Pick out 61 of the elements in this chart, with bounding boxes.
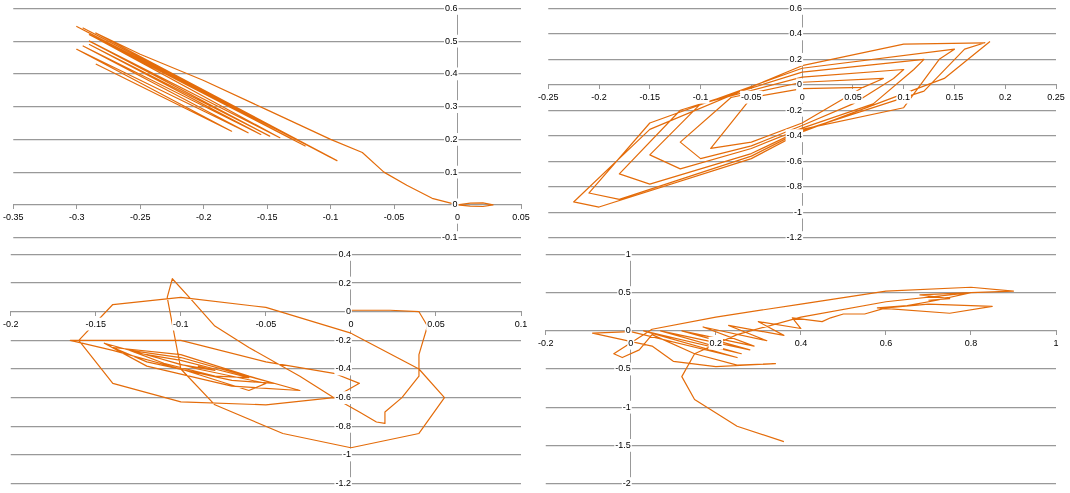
x-tick-label: -0.1 [173, 318, 189, 329]
y-tick-label: -0.4 [786, 130, 803, 141]
y-tick-label: -1 [342, 449, 351, 460]
x-tick-label: 0.25 [1047, 91, 1065, 102]
x-tick-label: -0.2 [195, 211, 212, 222]
y-tick-label: 1 [625, 248, 631, 259]
y-tick-label: -0.2 [786, 104, 803, 115]
x-tick-label: 0.05 [844, 91, 862, 102]
x-tick-label: -0.05 [255, 318, 277, 329]
x-tick-label: -0.15 [85, 318, 107, 329]
y-tick-label: -0.8 [335, 420, 351, 431]
y-tick-label: 0.1 [445, 166, 458, 177]
x-tick-label: 0.05 [512, 211, 530, 222]
x-tick-label: -0.05 [383, 211, 405, 222]
x-tick-label: -0.2 [591, 91, 607, 102]
y-tick-label: 0.5 [618, 287, 631, 298]
y-tick-label: -0.5 [615, 363, 631, 374]
y-tick-label: 0 [797, 79, 803, 90]
x-tick-label: -0.3 [68, 211, 85, 222]
x-tick-label: -0.15 [639, 91, 661, 102]
x-tick-label: -0.2 [538, 337, 554, 348]
y-tick-label: -2 [622, 478, 631, 489]
x-tick-label: 0.6 [879, 337, 893, 348]
y-tick-label: 0.2 [338, 277, 351, 288]
x-tick-label: -0.15 [256, 211, 278, 222]
y-tick-label: 0.2 [445, 133, 458, 144]
y-tick-label: -1.2 [786, 232, 803, 243]
x-tick-label: 0.1 [514, 318, 528, 329]
y-tick-label: 0 [345, 306, 351, 317]
y-tick-label: 0 [452, 199, 458, 210]
x-tick-label: 1 [1053, 337, 1059, 348]
y-tick-label: -0.6 [786, 155, 803, 166]
y-tick-label: 0.4 [789, 28, 803, 39]
x-tick-label: 0.2 [998, 91, 1012, 102]
x-tick-label: 0.2 [709, 337, 723, 348]
x-tick-label: -0.35 [3, 211, 24, 222]
x-tick-label: -0.25 [129, 211, 151, 222]
y-tick-label: 0.6 [789, 2, 803, 13]
x-tick-label: 0.05 [427, 318, 445, 329]
y-tick-label: -1 [794, 206, 803, 217]
y-tick-label: -0.1 [442, 232, 458, 243]
y-tick-label: 0.3 [445, 101, 458, 112]
y-tick-label: 0.6 [445, 2, 458, 13]
y-tick-label: -0.4 [335, 363, 351, 374]
x-tick-label: -0.1 [692, 91, 709, 102]
x-tick-label: 0.8 [964, 337, 978, 348]
y-tick-label: -1.5 [615, 439, 631, 450]
y-tick-label: -1 [622, 401, 631, 412]
y-tick-label: 0.2 [789, 53, 803, 64]
x-tick-label: -0.2 [3, 318, 19, 329]
y-tick-label: 0.4 [338, 248, 351, 259]
x-tick-label: 0.15 [945, 91, 964, 102]
y-tick-label: 0 [625, 325, 631, 336]
x-tick-label: -0.25 [538, 91, 559, 102]
y-tick-label: -0.6 [335, 392, 351, 403]
x-tick-label: 0.1 [897, 91, 910, 102]
y-tick-label: 0.4 [445, 68, 458, 79]
x-tick-label: -0.1 [322, 211, 339, 222]
y-tick-label: 0.5 [445, 35, 458, 46]
y-tick-label: -0.8 [786, 181, 803, 192]
y-tick-label: -1.2 [335, 478, 351, 489]
